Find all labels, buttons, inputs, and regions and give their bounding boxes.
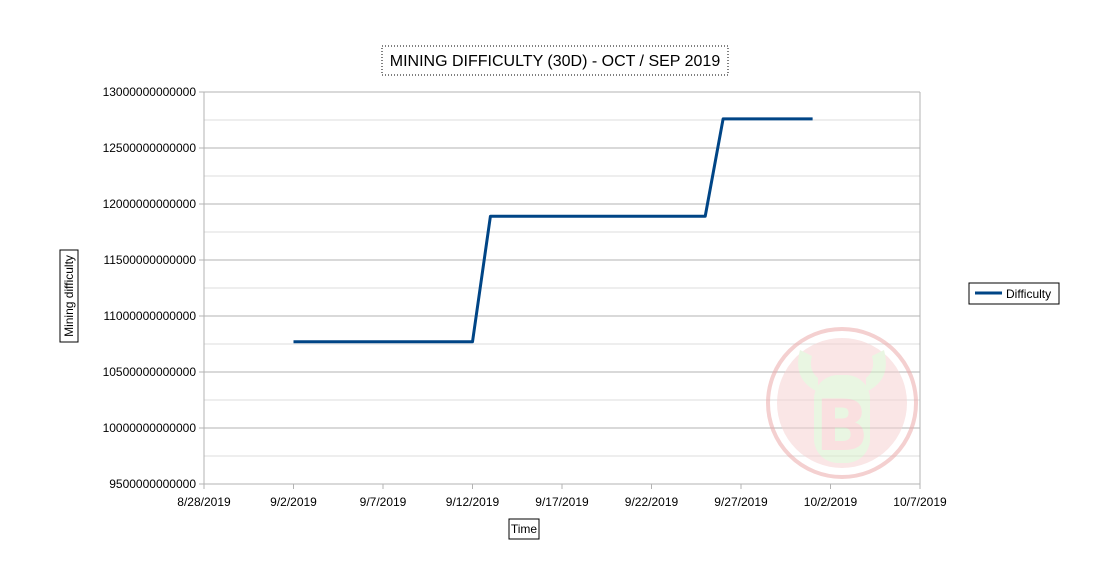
svg-text:B: B (815, 385, 868, 467)
y-tick-label: 13000000000000 (103, 85, 197, 99)
x-tick-label: 10/2/2019 (804, 495, 858, 509)
y-tick-label: 9500000000000 (109, 477, 196, 491)
axes (199, 91, 921, 489)
chart-title-box (381, 45, 729, 76)
x-axis-title: Time (508, 518, 540, 540)
y-axis-title: Mining difficulty (59, 249, 79, 343)
y-tick-label: 11000000000000 (103, 309, 196, 323)
x-tick-label: 8/28/2019 (177, 495, 231, 509)
x-tick-label: 9/27/2019 (714, 495, 768, 509)
y-tick-label: 12500000000000 (103, 141, 197, 155)
legend: Difficulty (968, 282, 1060, 305)
y-tick-label: 10000000000000 (103, 421, 197, 435)
x-tick-label: 9/17/2019 (535, 495, 589, 509)
y-tick-label: 10500000000000 (103, 365, 197, 379)
x-tick-label: 9/7/2019 (360, 495, 407, 509)
svg-text:Time: Time (511, 522, 538, 536)
x-tick-label: 10/7/2019 (893, 495, 947, 509)
x-tick-label: 9/2/2019 (270, 495, 317, 509)
bitcoin-bull-logo-icon: B (766, 327, 918, 479)
chart-title: MINING DIFFICULTY (30D) - OCT / SEP 2019 (390, 53, 721, 70)
series-layer (293, 117, 813, 344)
svg-text:Mining difficulty: Mining difficulty (62, 255, 76, 337)
y-tick-label: 11500000000000 (103, 253, 196, 267)
x-tick-label: 9/22/2019 (625, 495, 679, 509)
legend-label-difficulty: Difficulty (1006, 287, 1051, 301)
y-tick-label: 12000000000000 (103, 197, 197, 211)
series-line-difficulty (293, 117, 813, 344)
tick-labels: 9500000000000 10000000000000 1050000000000… (103, 85, 947, 509)
x-tick-label: 9/12/2019 (446, 495, 500, 509)
